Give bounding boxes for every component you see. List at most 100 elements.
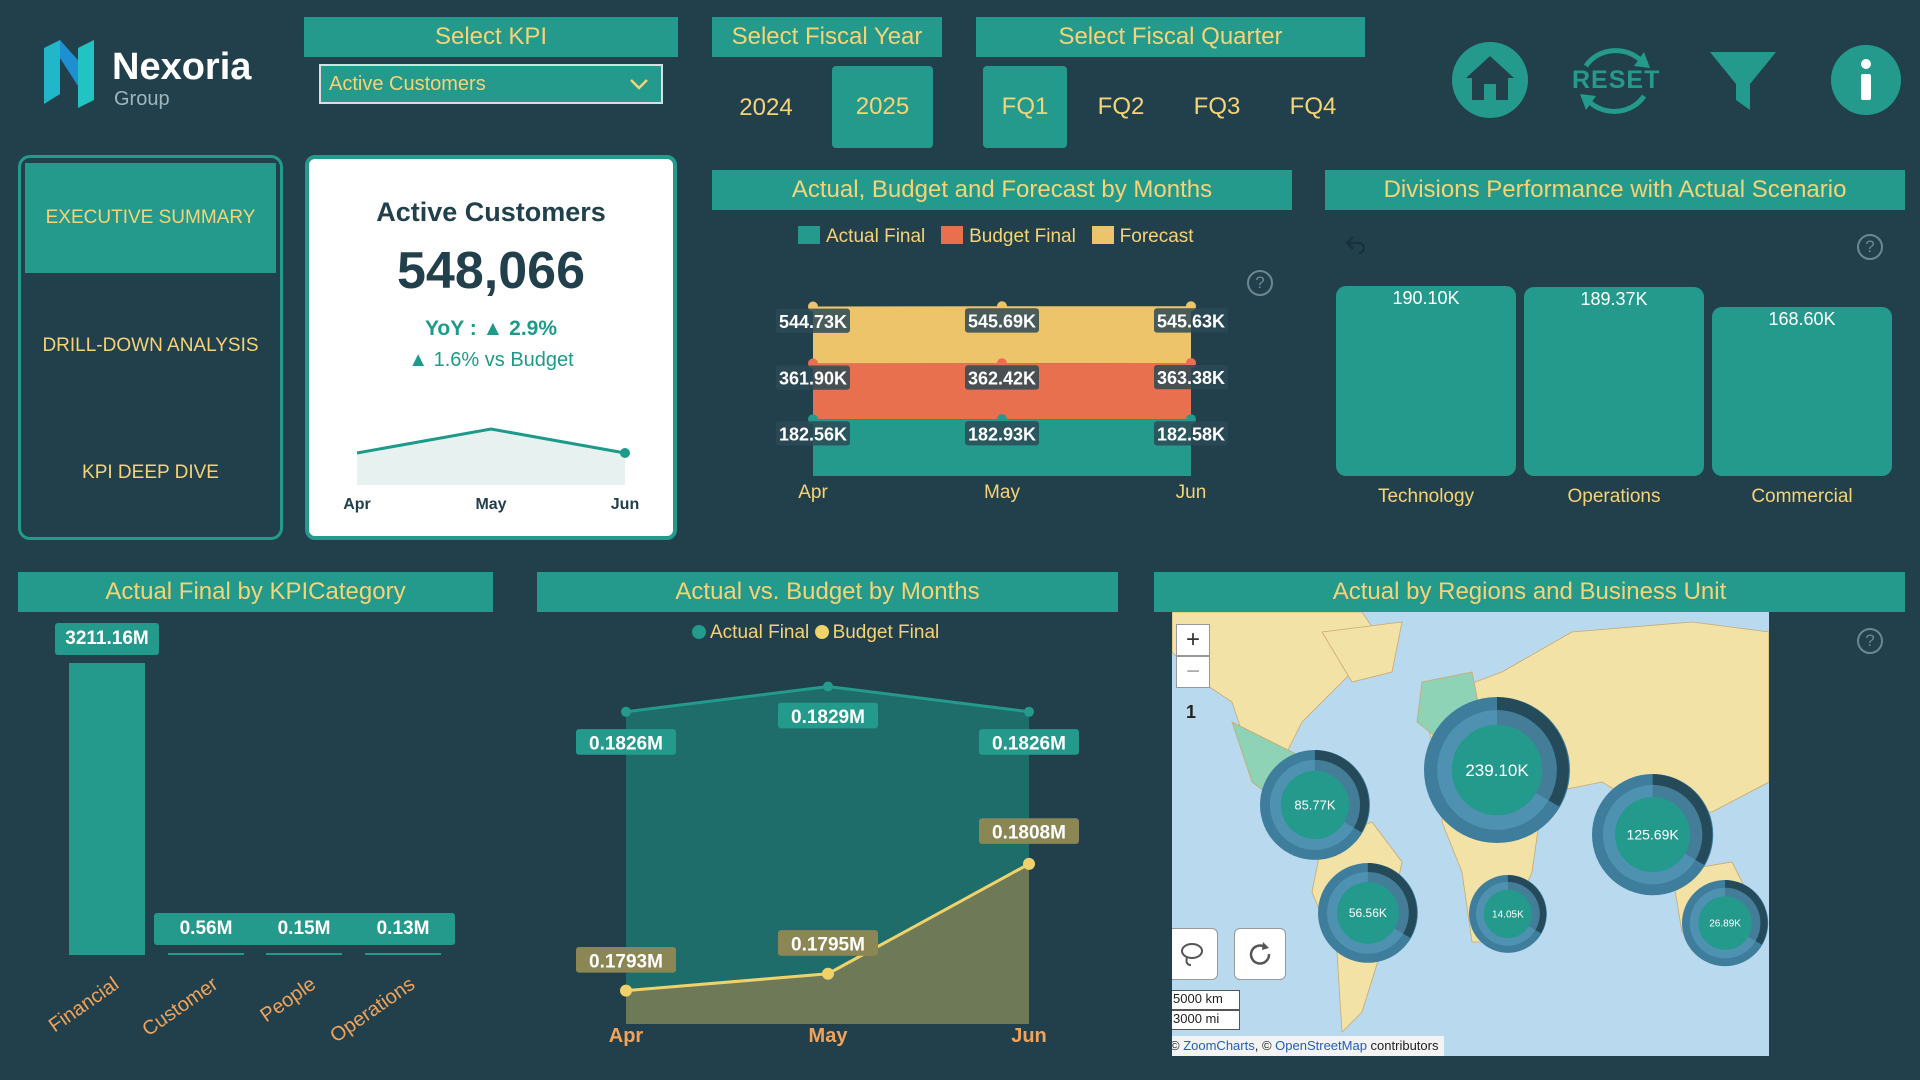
year-2024-button[interactable]: 2024	[739, 94, 793, 121]
kpi-card-yoy: YoY : ▲ 2.9%	[424, 317, 558, 340]
year-2025-button[interactable]: 2025	[832, 66, 933, 148]
sparkline-label-jun: Jun	[611, 496, 639, 513]
kpicat-bar-customer	[168, 953, 244, 955]
map-bubble-2[interactable]: 125.69K	[1590, 772, 1715, 897]
info-icon[interactable]	[1830, 44, 1902, 116]
map-bubble-core	[1451, 724, 1543, 816]
filter-icon[interactable]	[1708, 50, 1778, 114]
map-help-icon[interactable]: ?	[1857, 628, 1883, 654]
avb-point-budget-jun	[1023, 857, 1035, 870]
avb-label-budget-may-bg	[778, 930, 878, 956]
reset-button[interactable]: RESET	[1572, 38, 1659, 122]
map-panel-title: Actual by Regions and Business Unit	[1154, 572, 1905, 612]
abf-label-forecast-may: 545.69K	[968, 312, 1036, 332]
avb-label-actual-may-bg	[778, 702, 878, 729]
division-axis-operations: Operations	[1567, 486, 1661, 507]
zoomcharts-link[interactable]: ZoomCharts	[1183, 1038, 1255, 1053]
map-bubble-1[interactable]: 239.10K	[1422, 695, 1572, 845]
nav-kpi-deep-dive[interactable]: KPI DEEP DIVE	[82, 462, 219, 483]
abf-panel-title: Actual, Budget and Forecast by Months	[712, 170, 1292, 210]
page-navigation: EXECUTIVE SUMMARY DRILL-DOWN ANALYSIS KP…	[18, 155, 283, 540]
map-bubble-label-5: 26.89K	[1709, 919, 1741, 930]
map-attribution: © ZoomCharts, © OpenStreetMap contributo…	[1172, 1036, 1445, 1056]
legend-swatch-forecast	[1091, 226, 1114, 244]
avb-label-actual-jun: 0.1826M	[992, 733, 1066, 754]
abf-axis-jun: Jun	[1176, 482, 1207, 503]
legend-actual-final: Actual Final	[798, 226, 925, 247]
world-map[interactable]: 239.10K 125.69K 85.77K 56.56K 26.89K 14.05K +…	[1172, 612, 1769, 1056]
map-bubble-core	[1337, 882, 1399, 944]
kpi-select-value: Active Customers	[329, 73, 486, 95]
quarter-fq2-button[interactable]: FQ2	[1097, 93, 1145, 120]
map-bubble-core	[1280, 770, 1350, 840]
reset-arrows-icon	[1580, 48, 1650, 114]
abf-label-actual-apr: 182.56K	[779, 425, 847, 445]
map-bubble-6[interactable]: 14.05K	[1467, 873, 1549, 955]
abf-area-forecast	[813, 306, 1191, 364]
division-axis-technology: Technology	[1377, 486, 1475, 507]
home-icon[interactable]	[1450, 40, 1530, 120]
map-bubble-label-3: 85.77K	[1294, 798, 1336, 813]
avb-label-budget-jun: 0.1808M	[992, 823, 1066, 844]
kpicat-value-operations: 0.13M	[351, 913, 455, 945]
abf-label-budget-may-bg	[965, 365, 1039, 390]
abf-help-icon[interactable]: ?	[1247, 270, 1273, 296]
abf-label-budget-jun-bg	[1154, 364, 1228, 390]
avb-point-actual-may	[823, 681, 833, 692]
lasso-button[interactable]	[1172, 928, 1218, 980]
abf-axis-apr: Apr	[798, 482, 828, 503]
kpicat-value-customer: 0.56M	[154, 913, 258, 945]
kpi-select-header: Select KPI	[304, 17, 678, 57]
brand-name: Nexoria	[112, 46, 252, 88]
avb-point-budget-may	[822, 967, 834, 980]
quarter-fq1-button[interactable]: FQ1	[983, 66, 1067, 148]
avb-label-actual-jun-bg	[979, 729, 1079, 755]
zoom-in-button[interactable]: +	[1176, 624, 1210, 656]
kpi-select-dropdown[interactable]: Active Customers	[319, 64, 663, 104]
legend-swatch-actual	[798, 226, 820, 244]
kpi-card: Active Customers 548,066 YoY : ▲ 2.9% ▲ …	[305, 155, 677, 540]
abf-legend: Actual Final Budget Final Forecast	[798, 226, 1194, 248]
map-bubble-5[interactable]: 26.89K	[1680, 878, 1769, 968]
nexoria-logo-icon	[44, 40, 94, 108]
abf-label-forecast-jun-bg	[1154, 308, 1228, 333]
quarter-fq3-button[interactable]: FQ3	[1193, 93, 1241, 120]
nav-executive-summary[interactable]: EXECUTIVE SUMMARY	[25, 163, 276, 273]
kpi-card-value: 548,066	[397, 242, 585, 300]
avb-label-budget-apr-bg	[576, 946, 676, 973]
map-bubble-core	[1698, 896, 1752, 950]
nav-drill-down-analysis[interactable]: DRILL-DOWN ANALYSIS	[42, 335, 259, 356]
divisions-help-icon[interactable]: ?	[1857, 234, 1883, 260]
map-marker-label: 1	[1186, 702, 1197, 722]
kpicat-chart: 3211.16M Financial 0.56M Customer 0.15M Peopl…	[18, 615, 493, 1047]
chevron-down-icon	[630, 79, 648, 90]
division-value-technology: 190.10K	[1392, 287, 1460, 308]
avb-legend: Actual Final Budget Final	[692, 622, 939, 644]
back-arrow-icon[interactable]	[1343, 232, 1367, 256]
map-bubble-core	[1483, 889, 1533, 939]
map-reset-button[interactable]	[1234, 928, 1286, 980]
openstreetmap-link[interactable]: OpenStreetMap	[1275, 1038, 1367, 1053]
brand-logo: Nexoria Group	[40, 38, 270, 114]
quarter-fq4-button[interactable]: FQ4	[1289, 93, 1337, 120]
avb-chart: 0.1826M 0.1829M 0.1826M 0.1793M 0.1795M 0.180…	[576, 681, 1079, 1047]
kpi-card-vs-budget: ▲ 1.6% vs Budget	[408, 349, 574, 371]
legend-avb-actual: Actual Final	[692, 622, 809, 643]
map-bubble-3[interactable]: 85.77K	[1258, 748, 1372, 862]
divisions-panel-title: Divisions Performance with Actual Scenar…	[1325, 170, 1905, 210]
map-scale-mi: 3000 mi	[1172, 1010, 1240, 1030]
sparkline-area	[357, 429, 625, 485]
fiscal-year-header: Select Fiscal Year	[712, 17, 942, 57]
abf-chart: 182.56K 182.93K 182.58K 361.90K 362.42K 363.3…	[776, 301, 1228, 503]
map-bubble-4[interactable]: 56.56K	[1316, 861, 1420, 965]
zoom-out-button[interactable]: −	[1176, 656, 1210, 688]
abf-label-actual-apr-bg	[776, 421, 850, 446]
avb-label-budget-apr: 0.1793M	[589, 951, 663, 972]
sparkline-end-point	[620, 448, 630, 458]
lasso-icon	[1181, 943, 1203, 966]
abf-label-budget-jun: 363.38K	[1157, 368, 1225, 388]
division-value-operations: 189.37K	[1580, 288, 1648, 309]
sparkline-line	[356, 427, 626, 455]
division-value-commercial: 168.60K	[1768, 309, 1836, 330]
abf-label-budget-may: 362.42K	[968, 369, 1036, 389]
